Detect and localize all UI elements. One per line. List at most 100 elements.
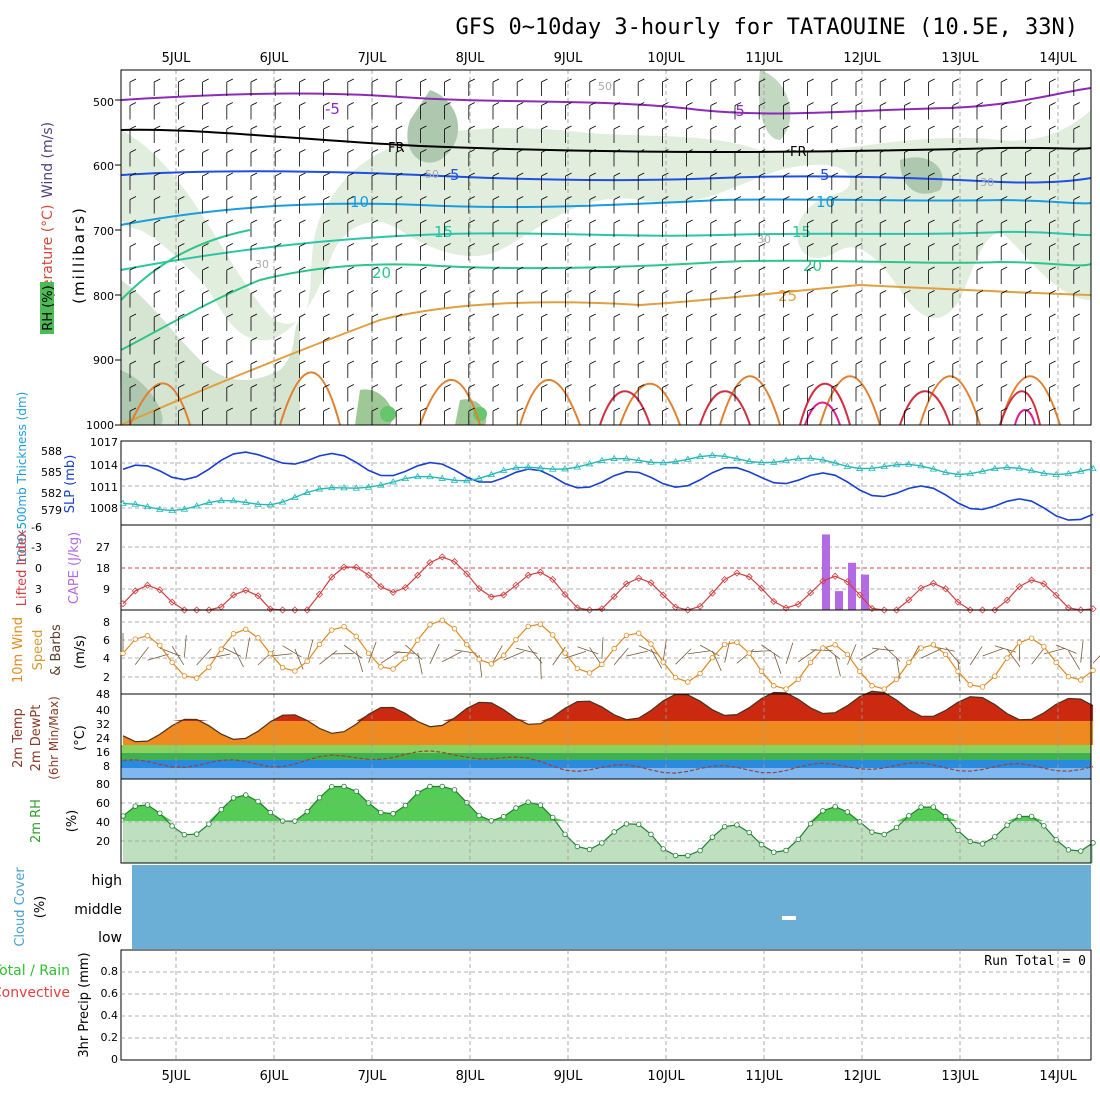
rh-marker bbox=[1078, 848, 1084, 854]
upper-wind-barb bbox=[589, 407, 596, 425]
upper-wind-barb bbox=[952, 337, 959, 355]
wind-marker bbox=[144, 633, 151, 639]
bottom-date-axis: 5JUL 6JUL 7JUL 8JUL 9JUL 10JUL 11JUL 12JUL 13JUL… bbox=[162, 1069, 1078, 1084]
rh-left-axis: 80 60 40 20 bbox=[96, 778, 110, 848]
upper-wind-barb bbox=[662, 266, 669, 284]
upper-wind-barb bbox=[662, 196, 669, 214]
thickness-axis-label: 1000-500mb Thickness (dm) bbox=[15, 392, 29, 565]
wind-marker bbox=[476, 656, 482, 663]
upper-wind-barb bbox=[1049, 407, 1056, 425]
upper-wind-barb bbox=[928, 337, 935, 355]
upper-wind-barb bbox=[734, 337, 742, 355]
upper-wind-barb bbox=[129, 266, 137, 284]
upper-wind-barb bbox=[976, 125, 984, 143]
upper-wind-barb bbox=[758, 219, 766, 237]
upper-wind-barb bbox=[686, 407, 693, 425]
upper-wind-barb bbox=[274, 149, 282, 167]
upper-wind-barb bbox=[202, 78, 209, 96]
upper-wind-barb bbox=[879, 313, 887, 331]
upper-wind-barb bbox=[347, 313, 354, 331]
upper-wind-barb bbox=[686, 290, 693, 308]
li-marker bbox=[1003, 596, 1011, 604]
slp-tick: 1011 bbox=[90, 481, 118, 494]
wind-marker bbox=[427, 621, 433, 628]
upper-wind-barb bbox=[1000, 337, 1008, 355]
thickness-tick: 582 bbox=[41, 487, 62, 500]
thickness-marker bbox=[929, 465, 938, 472]
upper-wind-barb bbox=[444, 219, 451, 237]
upper-wind-barb bbox=[976, 78, 984, 96]
upper-wind-barb bbox=[831, 125, 838, 143]
upper-wind-barb bbox=[1025, 290, 1032, 308]
upper-wind-barb bbox=[178, 337, 185, 355]
wind-marker bbox=[734, 639, 740, 645]
wind-barb-10m bbox=[429, 643, 440, 665]
upper-wind-barb bbox=[323, 149, 330, 167]
upper-wind-barb bbox=[904, 125, 911, 143]
wind-marker bbox=[1078, 677, 1084, 683]
wind-marker bbox=[844, 651, 851, 658]
wind-barb-10m bbox=[798, 648, 817, 663]
upper-wind-barb bbox=[1025, 125, 1032, 143]
wind-marker bbox=[955, 668, 961, 675]
upper-wind-barb bbox=[323, 337, 330, 355]
upper-wind-barb bbox=[371, 266, 379, 284]
upper-wind-barb bbox=[734, 313, 742, 331]
upper-wind-barb bbox=[420, 243, 427, 261]
wind-tick: 6 bbox=[103, 634, 110, 647]
temperature-area-hot bbox=[123, 691, 1093, 722]
upper-wind-barb bbox=[468, 243, 475, 261]
upper-wind-barb bbox=[420, 407, 427, 425]
rh-marker bbox=[316, 795, 323, 801]
pressure-tick: 500 bbox=[93, 96, 114, 109]
rh-marker bbox=[132, 803, 138, 809]
upper-wind-barb bbox=[1000, 219, 1008, 237]
upper-wind-barb bbox=[831, 384, 838, 402]
upper-wind-barb bbox=[202, 384, 209, 402]
upper-wind-barb bbox=[444, 78, 451, 96]
wind-barb-10m bbox=[1056, 644, 1077, 654]
rh-marker bbox=[1065, 847, 1072, 853]
upper-wind-barb bbox=[1025, 78, 1032, 96]
upper-wind-barb bbox=[710, 243, 717, 261]
thickness-marker bbox=[291, 493, 299, 500]
upper-wind-barb bbox=[976, 384, 984, 402]
upper-wind-barb bbox=[783, 78, 790, 96]
upper-wind-barb bbox=[1049, 102, 1056, 120]
upper-wind-barb bbox=[347, 102, 354, 120]
upper-wind-barb bbox=[226, 266, 233, 284]
upper-wind-barb bbox=[129, 196, 137, 214]
upper-wind-barb bbox=[710, 313, 717, 331]
upper-wind-barb bbox=[250, 219, 258, 237]
li-tick: -3 bbox=[31, 541, 42, 554]
upper-wind-barb bbox=[1049, 172, 1056, 190]
upper-wind-barb bbox=[904, 78, 911, 96]
temp-grid bbox=[175, 694, 1059, 779]
rh-marker bbox=[746, 829, 752, 836]
upper-wind-barb bbox=[274, 407, 282, 425]
upper-wind-barb bbox=[637, 266, 645, 284]
wind-axis-label-b: Speed bbox=[31, 630, 46, 671]
upper-wind-barb bbox=[420, 290, 427, 308]
upper-wind-barb bbox=[565, 172, 572, 190]
upper-wind-barb bbox=[613, 360, 621, 378]
wind-marker bbox=[525, 623, 531, 630]
upper-wind-barb bbox=[928, 102, 935, 120]
thickness-marker bbox=[671, 457, 680, 465]
li-marker bbox=[180, 606, 188, 614]
upper-wind-barb bbox=[952, 219, 959, 237]
wind-barb-10m bbox=[785, 642, 794, 664]
wind-marker bbox=[783, 686, 789, 692]
upper-wind-barb bbox=[952, 407, 959, 425]
li-marker bbox=[156, 586, 164, 594]
upper-wind-barb bbox=[783, 243, 790, 261]
upper-wind-barb bbox=[178, 290, 185, 308]
upper-wind-barb bbox=[662, 102, 669, 120]
upper-wind-barb bbox=[976, 219, 984, 237]
upper-wind-barb bbox=[492, 102, 500, 120]
wind-marker bbox=[820, 645, 826, 651]
wind-marker bbox=[279, 664, 286, 671]
upper-wind-barb bbox=[226, 102, 233, 120]
upper-wind-barb bbox=[129, 243, 137, 261]
cape-tick: 9 bbox=[103, 583, 110, 596]
